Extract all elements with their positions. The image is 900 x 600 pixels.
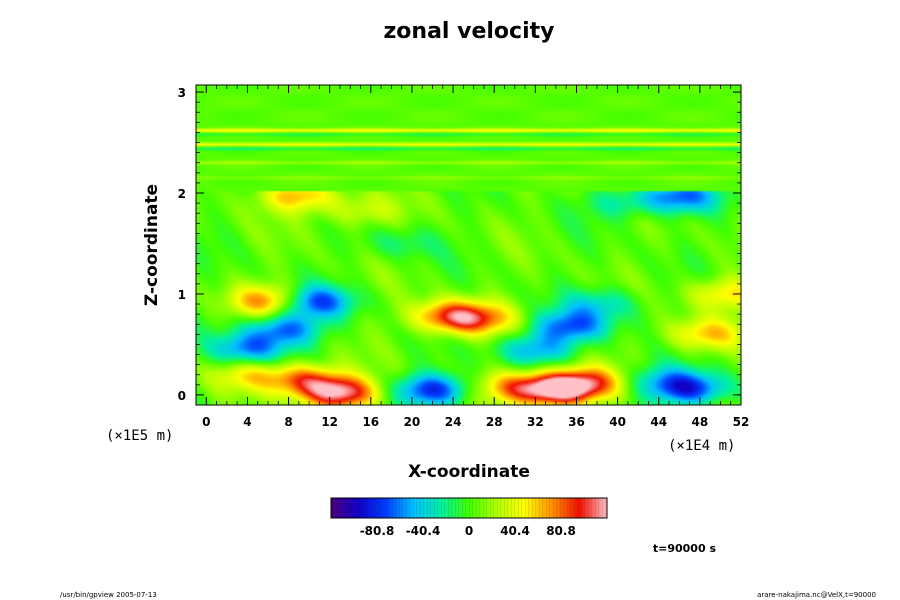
x-axis-ticks: 0 4 8 12 16 20 24 28 32 36 40 44 48 52 — [195, 85, 750, 429]
colorbar-tick-label: 40.4 — [500, 524, 530, 538]
x-tick-label: 4 — [243, 415, 251, 429]
colorbar-tick-label: -40.4 — [406, 524, 441, 538]
colorbar-tick-label: 80.8 — [546, 524, 576, 538]
y-tick-label: 2 — [178, 187, 186, 201]
x-axis-label: X-coordinate — [408, 462, 530, 482]
x-scale-label: (×1E4 m) — [668, 438, 735, 454]
colorbar-tick-label: -80.8 — [360, 524, 395, 538]
footer-command: /usr/bin/gpview 2005-07-13 — [60, 591, 157, 599]
x-tick-label: 24 — [445, 415, 462, 429]
x-tick-label: 52 — [733, 415, 750, 429]
x-tick-label: 16 — [362, 415, 379, 429]
x-tick-label: 28 — [486, 415, 503, 429]
plot-frame — [195, 84, 742, 406]
colorbar-levels — [331, 498, 607, 518]
velocity-field-image — [196, 85, 741, 405]
y-scale-label: (×1E5 m) — [106, 428, 173, 444]
chart-title: zonal velocity — [384, 19, 555, 44]
y-tick-label: 0 — [178, 389, 186, 403]
colorbar-frame — [330, 497, 608, 519]
y-tick-label: 3 — [178, 86, 186, 100]
x-tick-label: 32 — [527, 415, 544, 429]
x-tick-label: 40 — [609, 415, 626, 429]
colorbar-ticks: -80.8 -40.4 0 40.4 80.8 — [360, 524, 576, 538]
x-tick-label: 44 — [650, 415, 667, 429]
x-tick-label: 0 — [202, 415, 210, 429]
heatmap-field — [196, 85, 741, 405]
x-tick-label: 8 — [284, 415, 292, 429]
x-tick-label: 48 — [692, 415, 709, 429]
y-axis-ticks: 0 1 2 3 — [178, 86, 741, 403]
colorbar-tick-label: 0 — [465, 524, 473, 538]
time-label: t=90000 s — [653, 542, 717, 555]
y-tick-label: 1 — [178, 288, 186, 302]
y-axis-label: Z-coordinate — [142, 184, 162, 306]
x-tick-label: 12 — [321, 415, 338, 429]
x-tick-label: 36 — [568, 415, 585, 429]
footer-file: arare-nakajima.nc@VelX,t=90000 — [757, 591, 876, 599]
colorbar: -80.8 -40.4 0 40.4 80.8 — [330, 497, 608, 538]
x-tick-label: 20 — [404, 415, 421, 429]
